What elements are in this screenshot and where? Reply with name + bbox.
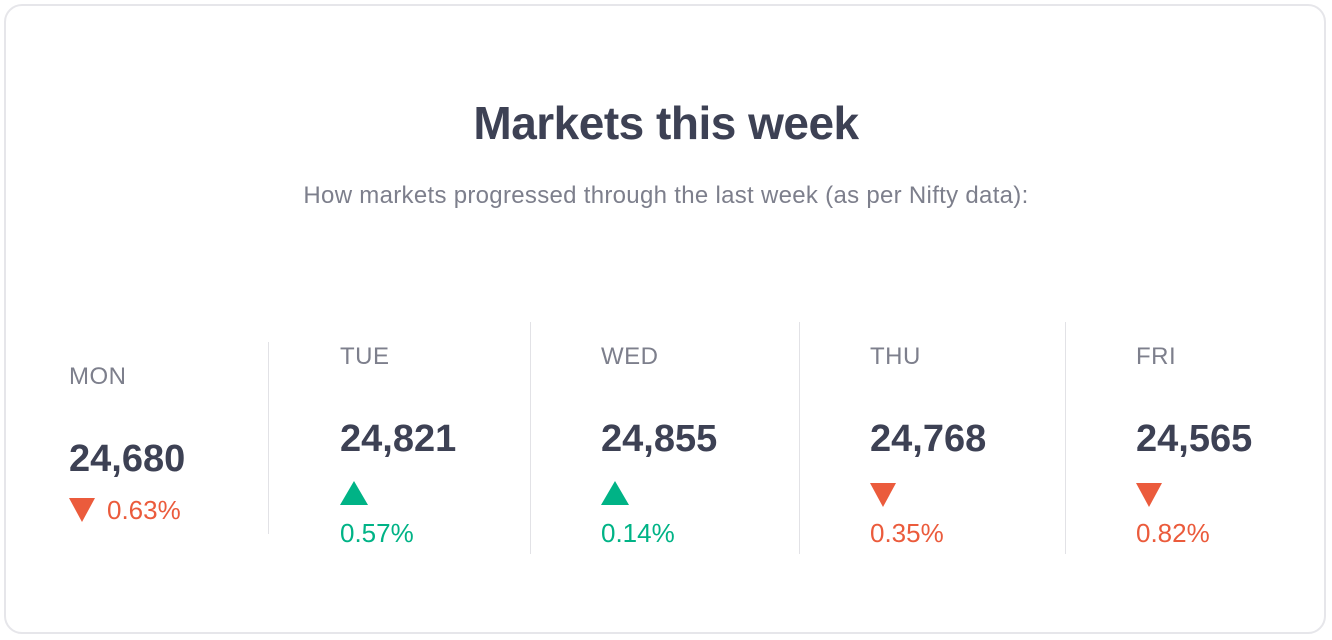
day-label: THU — [870, 343, 921, 370]
index-value: 24,821 — [340, 418, 457, 460]
column-divider — [799, 322, 800, 554]
triangle-up-icon — [340, 481, 368, 505]
day-label: WED — [601, 343, 659, 370]
change-percent: 0.63% — [107, 495, 181, 525]
change-percent: 0.14% — [601, 518, 675, 548]
triangle-up-icon — [601, 481, 629, 505]
day-card-wed: WED 24,855 0.14% — [601, 343, 717, 548]
markets-card — [4, 4, 1326, 634]
page-subtitle: How markets progressed through the last … — [303, 182, 1029, 209]
column-divider — [268, 342, 269, 534]
change-percent: 0.82% — [1136, 518, 1210, 548]
index-value: 24,680 — [69, 438, 186, 480]
triangle-down-icon — [1136, 483, 1162, 507]
day-card-fri: FRI 24,565 0.82% — [1136, 343, 1252, 548]
day-label: FRI — [1136, 343, 1177, 370]
day-label: MON — [69, 363, 127, 390]
index-value: 24,768 — [870, 418, 987, 460]
change-percent: 0.57% — [340, 518, 414, 548]
day-card-thu: THU 24,768 0.35% — [870, 343, 986, 548]
index-value: 24,565 — [1136, 418, 1253, 460]
triangle-down-icon — [870, 483, 896, 507]
day-label: TUE — [340, 343, 390, 370]
column-divider — [1065, 322, 1066, 554]
day-card-tue: TUE 24,821 0.57% — [340, 343, 456, 548]
change-row: 0.63% — [69, 495, 185, 525]
index-value: 24,855 — [601, 418, 718, 460]
change-percent: 0.35% — [870, 518, 944, 548]
page-title: Markets this week — [473, 97, 859, 149]
day-card-mon: MON 24,680 0.63% — [69, 363, 185, 525]
triangle-down-icon — [69, 498, 95, 522]
column-divider — [530, 322, 531, 554]
